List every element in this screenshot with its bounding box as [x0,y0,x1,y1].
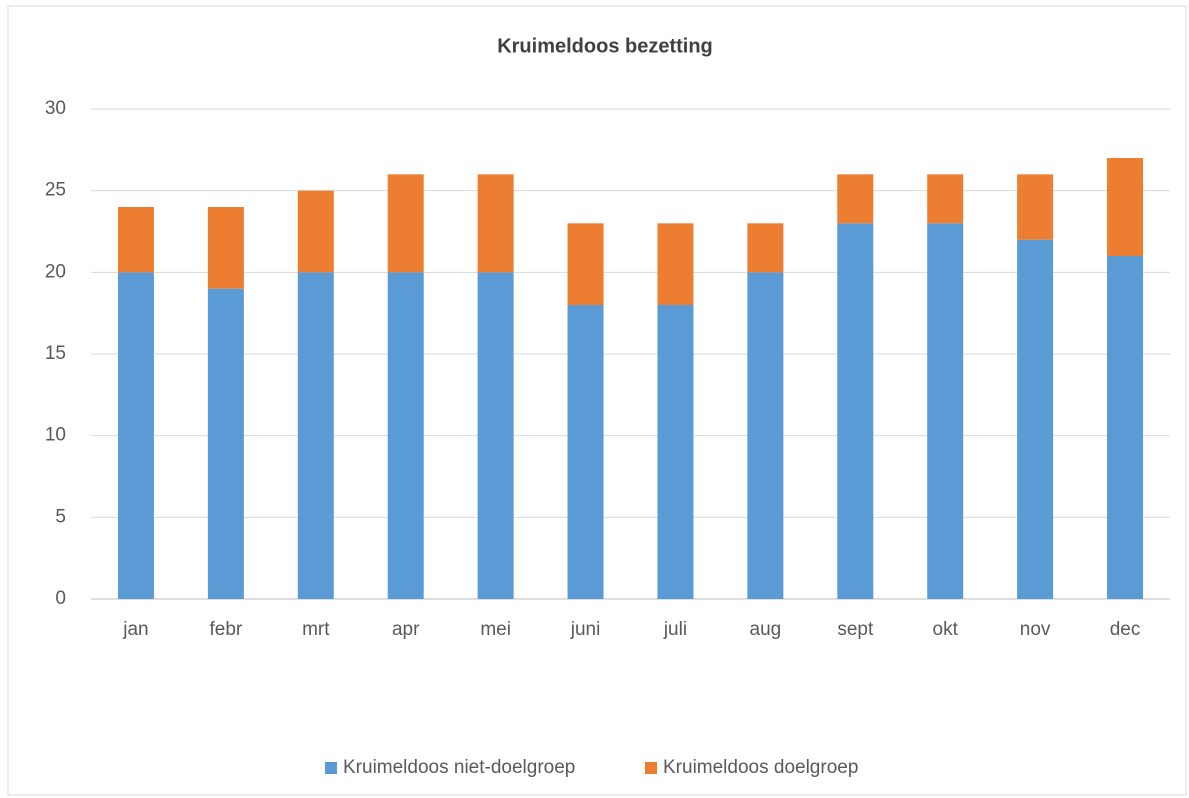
x-tick-label: juli [663,619,687,640]
x-tick-label: juni [570,619,601,640]
x-tick-label: mrt [302,619,330,640]
bar [477,272,514,599]
x-tick-label: sept [837,619,874,640]
bar [657,305,694,599]
y-tick-label: 0 [55,588,66,609]
y-tick-label: 30 [45,98,66,119]
y-tick-label: 25 [45,180,66,201]
bar [837,174,874,224]
legend-swatch [325,762,337,774]
y-tick-label: 5 [55,506,66,527]
bar [567,305,604,599]
bar [387,174,424,273]
bar [117,272,154,599]
x-tick-label: apr [392,619,420,640]
x-tick-label: febr [210,619,243,640]
chart-title: Kruimeldoos bezetting [497,35,713,57]
legend-label: Kruimeldoos niet-doelgroep [343,757,575,778]
legend-swatch [645,762,657,774]
bar [1107,256,1144,599]
bar [207,288,244,599]
x-tick-label: dec [1110,619,1141,640]
y-tick-label: 10 [45,425,66,446]
bar [297,190,334,273]
x-tick-label: okt [933,619,959,640]
bar [747,223,784,273]
x-tick-label: aug [750,619,782,640]
bar [927,223,964,600]
x-tick-label: mei [480,619,511,640]
bar [1017,174,1054,240]
legend-label: Kruimeldoos doelgroep [663,757,858,778]
bar [657,223,694,305]
y-tick-label: 20 [45,261,66,282]
x-tick-label: jan [122,619,148,640]
x-tick-label: nov [1020,619,1051,640]
bar [927,174,964,224]
bar [747,272,784,599]
bar [117,207,154,273]
bar [1107,158,1144,256]
bar [837,223,874,600]
y-tick-label: 15 [45,343,66,364]
bar [207,207,244,289]
bar [297,272,334,599]
bar [567,223,604,305]
bar [1017,239,1054,599]
bar [477,174,514,273]
bar [387,272,424,599]
